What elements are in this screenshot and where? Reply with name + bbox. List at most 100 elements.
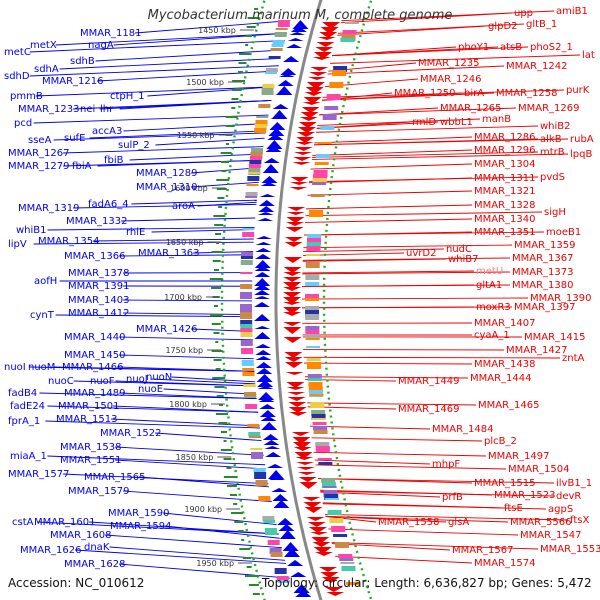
gc-skew-bar <box>223 440 227 442</box>
minus-gene-label: zntA <box>562 353 585 364</box>
gc-skew-bar <box>244 575 258 577</box>
cog-feature <box>243 384 256 387</box>
minus-gene-label: MMAR_1296 <box>474 145 536 156</box>
plus-gene-label: MMAR_1319 <box>18 203 80 214</box>
leader-line <box>55 314 253 318</box>
minus-strand-gene <box>310 532 329 535</box>
cog-feature <box>320 126 335 130</box>
cog-feature <box>254 128 267 133</box>
minus-gene-label: phoY1 <box>458 42 489 53</box>
plus-gene-label: nuoN <box>146 372 172 383</box>
plus-gene-label: sdhD <box>4 71 30 82</box>
leader-line <box>302 271 511 275</box>
cog-feature <box>312 422 327 425</box>
leader-line <box>113 32 287 46</box>
plus-gene-label: nei <box>80 104 95 115</box>
cog-feature <box>246 184 259 186</box>
plus-strand-gene <box>257 212 274 215</box>
leader-line <box>332 46 529 57</box>
minus-strand-gene <box>303 502 322 508</box>
cog-feature <box>312 178 327 183</box>
plus-strand-gene <box>280 68 297 75</box>
plus-gene-label: nuoC <box>48 376 74 387</box>
cog-feature <box>274 568 287 574</box>
cog-feature <box>270 48 283 51</box>
minus-strand-gene <box>291 432 310 436</box>
cog-feature <box>269 548 282 554</box>
leader-line <box>151 378 256 385</box>
minus-strand-gene <box>286 387 305 390</box>
minus-strand-gene <box>308 527 327 533</box>
plus-strand-gene <box>277 518 294 525</box>
minus-gene-label: MMAR_1246 <box>420 74 482 85</box>
minus-gene-label: MMAR_1235 <box>418 58 480 69</box>
cog-feature <box>324 106 339 110</box>
plus-strand-gene <box>284 548 301 557</box>
ruler-label: 1950 kbp <box>196 559 234 568</box>
leader-line <box>97 159 262 167</box>
minus-strand-gene <box>297 127 316 133</box>
minus-gene-label: manB <box>482 114 511 125</box>
leader-line <box>303 356 561 359</box>
gc-skew-bar <box>225 116 238 118</box>
leader-line <box>304 218 473 223</box>
minus-gene-label: moxR3 <box>476 302 511 313</box>
feature-track <box>240 20 361 597</box>
cog-feature <box>244 396 257 398</box>
minus-strand-gene <box>283 327 302 334</box>
plus-gene-label: ctpH_1 <box>110 91 145 102</box>
minus-gene-label: MMAR_1574 <box>474 558 536 569</box>
leader-line <box>123 299 253 302</box>
plus-strand-gene <box>270 116 287 119</box>
minus-strand-gene <box>293 447 312 451</box>
plus-gene-label: MMAR_1181 <box>80 28 142 39</box>
ruler-label: 1600 kbp <box>170 184 208 193</box>
plus-strand-gene <box>278 74 295 77</box>
minus-strand-gene <box>293 157 312 161</box>
minus-gene-label: MMAR_1444 <box>470 373 532 384</box>
plus-strand-gene <box>255 356 272 360</box>
plus-gene-label: MMAR_1565 <box>84 472 146 483</box>
minus-strand-gene <box>297 132 316 137</box>
cog-feature <box>245 192 258 196</box>
minus-gene-label: MMAR_5566 <box>510 517 572 528</box>
minus-gene-label: MMAR_1328 <box>474 200 536 211</box>
plus-gene-label: lipV <box>8 239 27 250</box>
leader-line <box>337 23 525 34</box>
leader-line <box>307 402 477 406</box>
leader-line <box>37 521 279 535</box>
cog-feature <box>240 332 253 337</box>
cog-feature <box>339 558 354 561</box>
leader-line <box>75 549 287 564</box>
minus-gene-label: gltB_1 <box>526 19 557 30</box>
minus-strand-gene <box>293 442 312 449</box>
cog-feature <box>312 182 327 185</box>
leader-line <box>97 70 278 82</box>
gc-skew-bar <box>211 350 223 352</box>
leader-line <box>29 65 279 77</box>
cog-feature <box>314 162 329 165</box>
plus-strand-gene <box>269 122 286 130</box>
ruler-label: 1800 kbp <box>169 400 207 409</box>
plus-strand-gene <box>265 452 282 457</box>
plus-gene-label: MMAR_1391 <box>68 281 130 292</box>
minus-strand-gene <box>286 222 305 226</box>
plus-strand-gene <box>278 524 295 531</box>
gc-skew-bar <box>239 53 251 55</box>
gc-skew-bar <box>220 431 227 433</box>
plus-gene-label: MMAR_1332 <box>66 216 128 227</box>
plus-strand-gene <box>258 206 275 212</box>
cog-feature <box>341 566 356 571</box>
plus-strand-gene <box>258 200 275 206</box>
cog-feature <box>322 486 337 488</box>
cog-feature <box>335 542 350 548</box>
plus-strand-gene <box>254 278 271 286</box>
cog-feature <box>321 478 336 483</box>
gc-skew-bar <box>230 512 243 514</box>
plus-strand-gene <box>276 86 293 95</box>
cog-feature <box>338 554 353 558</box>
gc-skew-bar <box>218 422 228 424</box>
plus-gene-label: MMAR_1538 <box>60 442 122 453</box>
plus-strand-gene <box>290 572 307 577</box>
plus-gene-label: fbiA <box>72 161 92 172</box>
